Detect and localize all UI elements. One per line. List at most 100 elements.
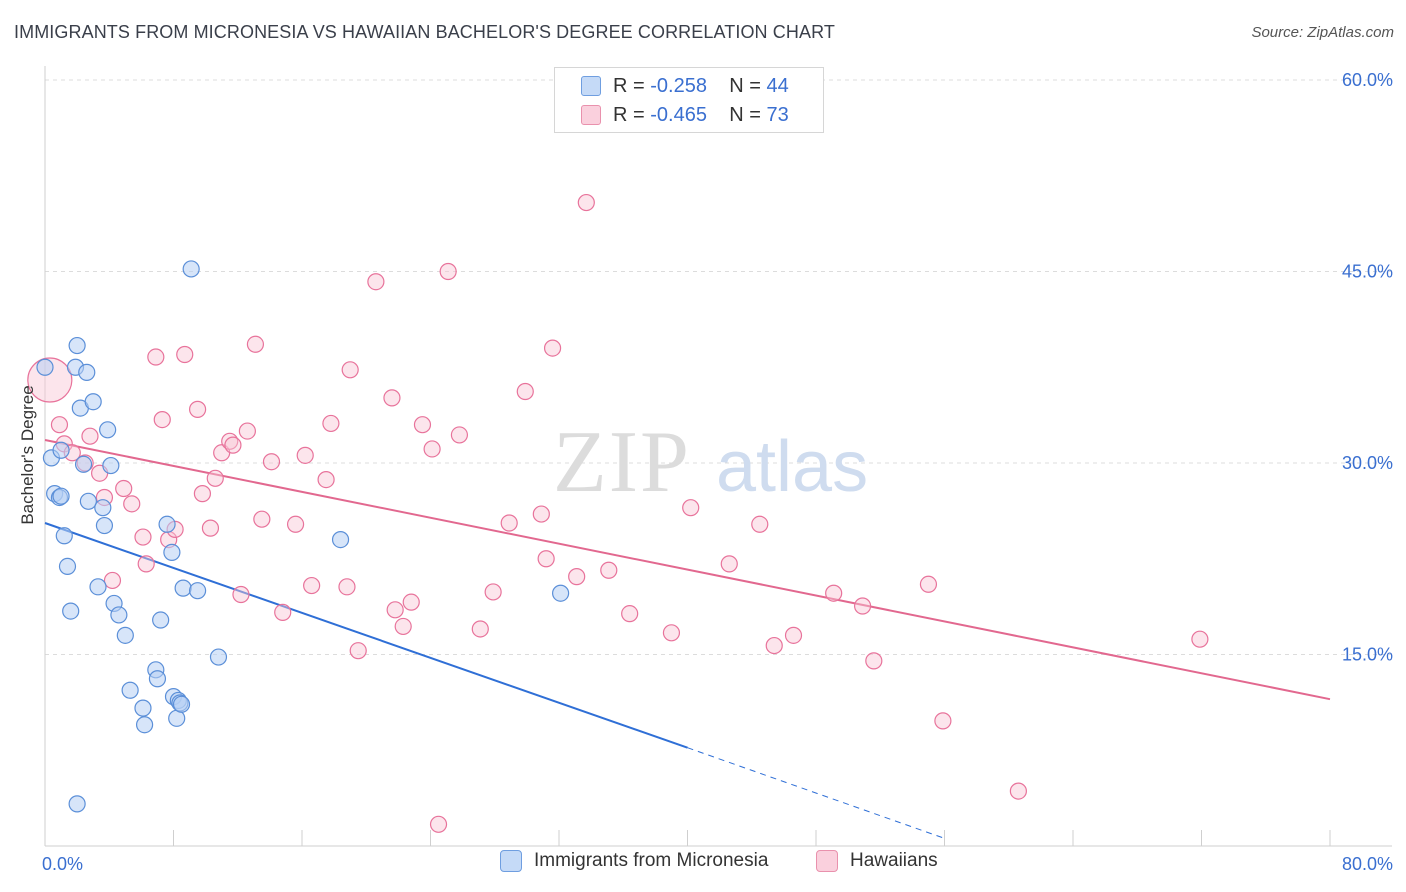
point-hawaiians (206, 469, 224, 487)
legend-swatch-blue (581, 76, 601, 96)
point-micronesia (116, 626, 134, 644)
point-hawaiians (720, 555, 738, 573)
r-value: -0.258 (650, 74, 707, 97)
grid-lines (45, 79, 1392, 655)
legend-swatch-pink (581, 105, 601, 125)
point-micronesia (52, 487, 70, 505)
point-hawaiians (429, 815, 448, 833)
point-micronesia (135, 716, 154, 734)
point-hawaiians (423, 440, 441, 458)
point-hawaiians (286, 515, 305, 533)
point-hawaiians (682, 499, 700, 517)
point-hawaiians (765, 636, 783, 655)
watermark-zip: ZIP (553, 414, 691, 511)
point-micronesia (158, 515, 176, 533)
point-hawaiians (402, 593, 420, 611)
point-hawaiians (115, 479, 133, 498)
point-hawaiians (543, 339, 562, 357)
y-tick-label: 45.0% (1342, 262, 1393, 282)
point-micronesia (152, 611, 170, 629)
point-hawaiians (853, 597, 872, 615)
point-hawaiians (123, 495, 141, 513)
point-hawaiians (262, 453, 281, 471)
point-micronesia (121, 681, 139, 699)
point-hawaiians (303, 576, 321, 595)
point-micronesia (55, 527, 73, 545)
point-hawaiians (577, 193, 595, 212)
y-tick-label: 15.0% (1342, 645, 1393, 665)
point-hawaiians (621, 605, 639, 623)
point-hawaiians (103, 571, 122, 590)
point-hawaiians (516, 382, 534, 401)
point-micronesia (68, 336, 86, 355)
point-hawaiians (532, 505, 550, 523)
bottom-legend-hawaiians: Hawaiians (816, 850, 938, 872)
point-hawaiians (450, 426, 469, 444)
x-tick-label: 0.0% (42, 854, 83, 874)
point-hawaiians (600, 561, 618, 579)
bottom-legend-swatch-blue (500, 850, 522, 872)
point-micronesia (174, 579, 192, 597)
point-micronesia (58, 557, 77, 576)
point-micronesia (110, 606, 128, 624)
point-hawaiians (296, 446, 314, 464)
n-value: 44 (766, 74, 789, 97)
point-hawaiians (176, 345, 194, 364)
point-micronesia (134, 699, 152, 717)
point-micronesia (163, 543, 181, 561)
point-hawaiians (537, 550, 555, 568)
point-hawaiians (50, 416, 69, 434)
point-hawaiians (341, 361, 359, 379)
trendline-micronesia (44, 522, 688, 749)
point-micronesia (209, 648, 228, 666)
legend-text-hawaiians: R = -0.465 N = 73 (613, 104, 789, 127)
point-hawaiians (246, 335, 265, 353)
point-micronesia (172, 695, 191, 713)
point-hawaiians (238, 422, 256, 440)
point-micronesia (148, 670, 167, 688)
correlation-legend: R = -0.258 N = 44 R = -0.465 N = 73 (554, 67, 824, 133)
point-micronesia (99, 421, 117, 439)
point-micronesia (89, 578, 107, 596)
point-hawaiians (349, 642, 367, 660)
point-hawaiians (367, 273, 385, 291)
point-micronesia (79, 492, 97, 510)
point-hawaiians (662, 624, 681, 642)
point-hawaiians (201, 519, 220, 537)
r-label: R = (613, 74, 645, 97)
point-hawaiians (500, 514, 518, 532)
point-hawaiians (413, 416, 432, 434)
r-label: R = (613, 103, 645, 126)
point-hawaiians (232, 585, 250, 604)
point-hawaiians (1009, 782, 1027, 800)
point-micronesia (84, 393, 102, 411)
point-hawaiians (253, 510, 271, 528)
y-tick-label: 60.0% (1342, 70, 1393, 90)
point-hawaiians (338, 578, 356, 596)
point-micronesia (52, 441, 70, 459)
y-tick-label: 30.0% (1342, 453, 1393, 473)
point-micronesia (95, 516, 114, 535)
n-value: 73 (766, 103, 789, 126)
point-micronesia (78, 363, 96, 381)
x-tick-label: 80.0% (1342, 854, 1393, 874)
n-label: N = (729, 103, 761, 126)
watermark: ZIP atlas (553, 414, 868, 511)
point-hawaiians (188, 400, 207, 418)
trendline-micronesia-extension (687, 747, 945, 839)
data-points (27, 193, 1209, 833)
y-axis-label: Bachelor's Degree (18, 385, 37, 525)
point-hawaiians (193, 485, 212, 503)
point-hawaiians (568, 568, 586, 586)
point-hawaiians (394, 617, 412, 636)
chart-source: Source: ZipAtlas.com (1251, 24, 1394, 41)
point-hawaiians (825, 584, 843, 602)
bottom-legend-micronesia: Immigrants from Micronesia (500, 850, 768, 872)
point-micronesia (182, 260, 200, 278)
n-label: N = (729, 74, 761, 97)
legend-text-micronesia: R = -0.258 N = 44 (613, 75, 789, 98)
point-hawaiians (484, 583, 502, 601)
point-micronesia (74, 455, 93, 473)
point-micronesia (331, 530, 350, 549)
